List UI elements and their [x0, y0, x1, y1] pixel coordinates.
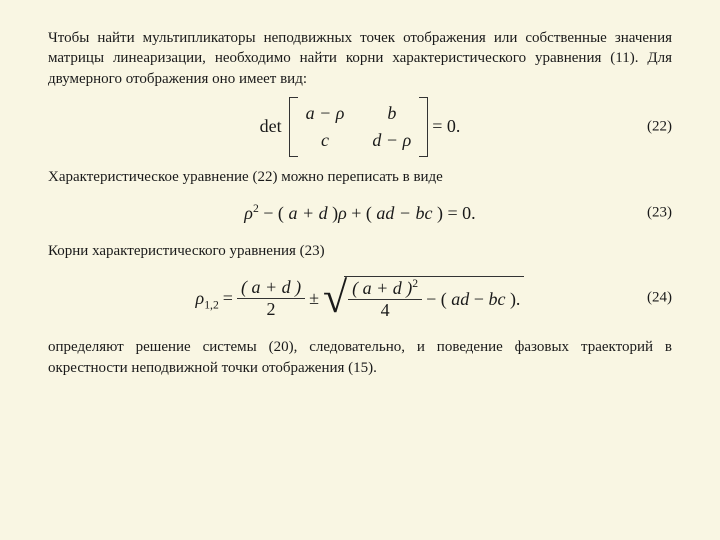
paragraph-3: Корни характеристического уравнения (23) — [48, 241, 672, 261]
paragraph-4: определяют решение системы (20), следова… — [48, 337, 672, 378]
text: − ( — [426, 289, 451, 309]
rho-12: ρ1,2 — [196, 288, 219, 309]
frac-num: ( a + d ) — [237, 278, 305, 297]
equation-number: (24) — [647, 290, 672, 307]
text: ) = 0. — [433, 203, 476, 223]
fraction-1: ( a + d ) 2 — [237, 278, 305, 319]
matrix-cell: d − ρ — [372, 130, 411, 151]
equation-22: det a − ρ b c d − ρ = 0. (22) — [48, 97, 672, 157]
equation-number: (23) — [647, 205, 672, 222]
eq22-rhs: = 0. — [432, 116, 460, 137]
rho: ρ — [244, 203, 253, 223]
frac-num: ( a + d )2 — [348, 279, 422, 298]
text: − — [469, 289, 488, 309]
matrix-cell: b — [372, 103, 411, 124]
paragraph-2: Характеристическое уравнение (22) можно … — [48, 167, 672, 187]
sqrt-tail: − ( ad − bc ). — [426, 289, 520, 310]
equals: = — [223, 288, 233, 309]
fraction-2: ( a + d )2 4 — [348, 279, 422, 320]
radical-icon: √ — [323, 279, 347, 323]
equation-23: ρ2 − ( a + d )ρ + ( ad − bc ) = 0. (23) — [48, 195, 672, 231]
rho: ρ — [338, 203, 347, 223]
text: ) — [328, 203, 339, 223]
paragraph-1: Чтобы найти мультипликаторы неподвижных … — [48, 28, 672, 89]
plus-minus: ± — [309, 288, 319, 309]
matrix-bracket: a − ρ b c d − ρ — [289, 97, 429, 157]
matrix-2x2: a − ρ b c d − ρ — [298, 97, 420, 157]
rho: ρ — [196, 288, 205, 308]
eq23-expr: ρ2 − ( a + d )ρ + ( ad − bc ) = 0. — [244, 203, 475, 224]
frac-den: 4 — [377, 301, 394, 320]
a-plus-d: a + d — [288, 203, 327, 223]
equation-number: (22) — [647, 118, 672, 135]
matrix-cell: a − ρ — [306, 103, 345, 124]
sup-2: 2 — [412, 277, 418, 290]
ad: ad — [376, 203, 394, 223]
equation-24: ρ1,2 = ( a + d ) 2 ± √ ( a + d )2 4 − ( … — [48, 269, 672, 327]
text: − ( — [259, 203, 289, 223]
text: ( a + d ) — [352, 278, 412, 298]
matrix-cell: c — [306, 130, 345, 151]
det-label: det — [260, 116, 282, 137]
frac-den: 2 — [263, 300, 280, 319]
text: ). — [505, 289, 520, 309]
sub-12: 1,2 — [204, 298, 219, 311]
square-root: √ ( a + d )2 4 − ( ad − bc ). — [323, 276, 524, 320]
text: + ( — [347, 203, 377, 223]
bc: bc — [488, 289, 505, 309]
ad: ad — [451, 289, 469, 309]
minus-bc: − bc — [394, 203, 432, 223]
